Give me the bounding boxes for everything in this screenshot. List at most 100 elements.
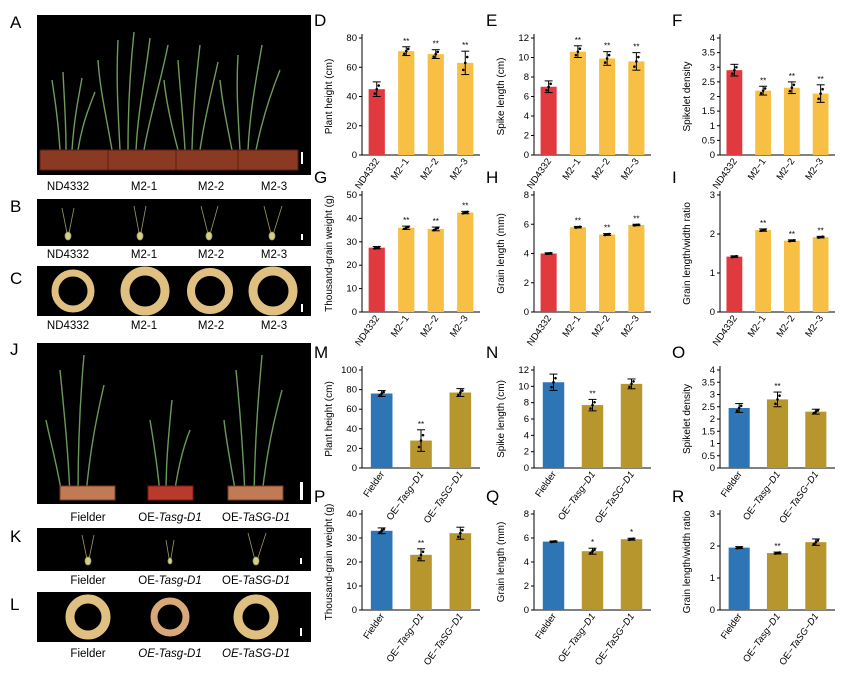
bar [569, 51, 586, 155]
data-point [790, 86, 794, 90]
y-tick-label: 1.5 [702, 426, 715, 437]
bar [370, 530, 393, 610]
data-point [457, 535, 460, 539]
x-tick-label: M2−3 [619, 156, 642, 182]
data-point [735, 65, 738, 69]
data-point [630, 537, 633, 541]
x-tick-label: M2−3 [803, 156, 826, 182]
y-tick-label: 2 [710, 414, 715, 425]
data-point [576, 225, 580, 229]
x-tick-label: Fielder [361, 611, 387, 641]
y-tick-label: 40 [346, 424, 357, 435]
x-tick-label: OE−Tasg−D1 [741, 469, 783, 522]
data-point [382, 528, 385, 531]
bar [755, 230, 772, 312]
bar [540, 253, 557, 312]
y-tick-label: 3.5 [702, 48, 715, 59]
x-tick-label: M2−2 [590, 313, 613, 339]
bar [620, 539, 643, 610]
data-point [628, 385, 631, 389]
data-point [637, 223, 640, 226]
caption-oe-tasg-j: OE-Tasg-D1 [138, 512, 202, 524]
y-tick-label: 0 [710, 150, 715, 161]
data-point [735, 546, 739, 550]
data-point [737, 546, 741, 549]
significance-label: ** [774, 382, 780, 391]
data-point [552, 540, 555, 543]
y-tick-label: 10 [346, 284, 357, 295]
data-point [589, 407, 592, 410]
caption-m2-3-b: M2-3 [261, 249, 287, 261]
panel-label-i: I [672, 168, 677, 187]
y-axis-label: Thousand-grain weight (g) [324, 504, 335, 621]
wheat-plants-j [45, 354, 283, 496]
significance-label: ** [633, 214, 639, 223]
bar [427, 228, 444, 312]
data-point [607, 53, 611, 57]
data-point [459, 391, 462, 394]
panel-label-f: F [672, 11, 682, 30]
y-tick-label: 8 [524, 398, 529, 409]
panel-label-n: N [486, 343, 498, 362]
data-point [377, 245, 381, 249]
y-tick-label: 30 [346, 533, 357, 544]
significance-label: ** [433, 40, 439, 49]
caption-m2-3: M2-3 [261, 181, 287, 193]
y-tick-label: 6 [524, 92, 529, 103]
bar [812, 237, 829, 312]
bar [540, 86, 557, 155]
y-tick-label: 12 [518, 365, 529, 376]
significance-label: ** [433, 217, 439, 226]
data-point [461, 389, 464, 392]
data-point [814, 540, 818, 544]
data-point [739, 404, 743, 408]
data-point [761, 228, 765, 232]
x-tick-label: M2−3 [803, 313, 826, 339]
panel-label-g: G [314, 168, 327, 187]
significance-label: ** [774, 542, 780, 551]
y-tick-label: 40 [346, 213, 357, 224]
x-tick-label: OE−Tasg−D1 [741, 611, 783, 664]
significance-label: ** [589, 389, 595, 398]
data-point [380, 392, 383, 395]
data-point [461, 68, 465, 72]
bar [581, 551, 604, 610]
bar [410, 440, 432, 468]
x-tick-label: OE−TaSG−D1 [777, 611, 821, 667]
data-point [404, 226, 408, 230]
y-tick-label: 1.5 [702, 106, 715, 117]
x-tick-label: M2−2 [775, 313, 798, 339]
data-point [549, 251, 552, 255]
significance-label: ** [789, 230, 795, 239]
y-tick-label: 2 [710, 541, 715, 552]
data-point [378, 531, 381, 534]
data-point [628, 538, 631, 542]
y-tick-label: 6 [524, 219, 529, 230]
y-axis-label: Grain length/width ratio [682, 202, 693, 305]
photo-captions-l: Fielder OE-Tasg-D1 OE-TaSG-D1 [70, 648, 290, 660]
chart-e: E 0 2 4 6 8 10 12 Spike length (cm) ND4332 ** M2−1 *… [486, 11, 651, 191]
data-point [816, 539, 820, 542]
data-point [603, 233, 607, 237]
significance-label: ** [604, 224, 610, 233]
y-tick-label: 8 [524, 190, 529, 201]
photo-panel-a: A [10, 13, 311, 175]
data-point [574, 226, 578, 229]
y-tick-label: 6 [524, 414, 529, 425]
y-tick-label: 3 [710, 509, 715, 520]
data-point [635, 60, 638, 63]
y-tick-label: 4 [710, 33, 715, 44]
data-point [578, 225, 582, 229]
data-point [630, 382, 633, 386]
significance-label: ** [575, 36, 581, 45]
y-tick-label: 4 [710, 365, 715, 376]
x-tick-label: ND4332 [353, 313, 382, 348]
data-point [436, 226, 440, 230]
significance-label: ** [403, 37, 409, 46]
x-tick-label: OE−TaSG−D1 [422, 469, 466, 525]
spikes-k [81, 532, 267, 566]
bar [457, 212, 474, 312]
y-tick-label: 3.5 [702, 377, 715, 388]
y-tick-label: 50 [346, 190, 357, 201]
